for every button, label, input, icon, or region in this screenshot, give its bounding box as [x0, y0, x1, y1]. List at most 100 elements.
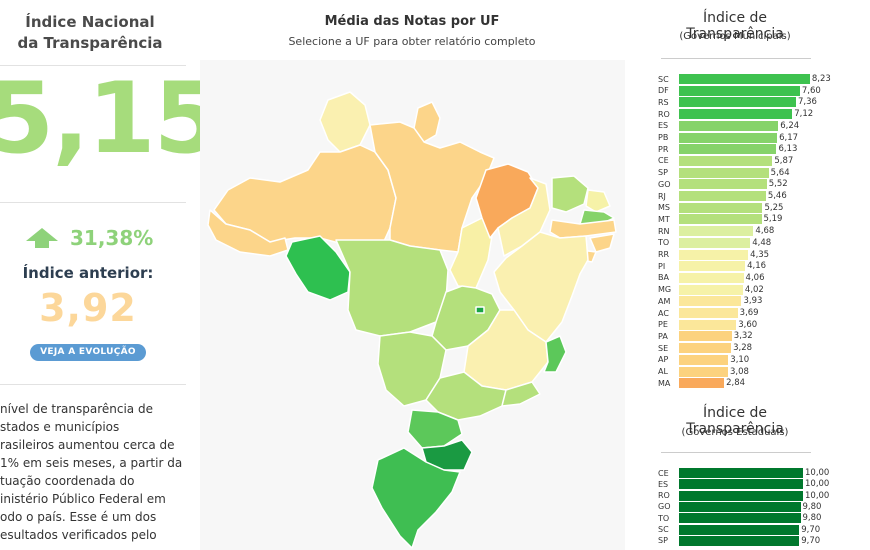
bar-row-ma[interactable]: MA 2,84 — [658, 378, 746, 389]
bar-label: DF — [658, 86, 669, 96]
bar-row-rr[interactable]: RR 4,35 — [658, 249, 769, 260]
bar[interactable] — [679, 468, 803, 478]
bar-label: SC — [658, 74, 669, 84]
bar-row-sc[interactable]: SC 9,70 — [658, 524, 820, 535]
bar[interactable] — [679, 490, 803, 501]
bar-row-to[interactable]: TO 9,80 — [658, 513, 821, 524]
bar[interactable] — [679, 132, 778, 143]
bar-row-sp[interactable]: SP 9,70 — [658, 535, 820, 546]
bar[interactable] — [679, 524, 800, 535]
bar-row-df[interactable]: DF 7,60 — [658, 85, 821, 96]
bar-row-rs[interactable]: RS 7,36 — [658, 97, 817, 108]
bar[interactable] — [679, 354, 729, 365]
state-pi[interactable] — [497, 177, 551, 257]
bar[interactable] — [679, 261, 746, 272]
bar-label: MG — [658, 285, 672, 295]
bar-row-ms[interactable]: MS 5,25 — [658, 202, 784, 213]
divider — [661, 452, 811, 453]
bar[interactable] — [679, 343, 732, 354]
bar-row-pr[interactable]: PR 6,13 — [658, 144, 797, 155]
bar-row-rn[interactable]: RN 4,68 — [658, 226, 774, 237]
bar[interactable] — [679, 501, 801, 512]
bar[interactable] — [679, 191, 766, 201]
bar[interactable] — [679, 85, 800, 96]
bar[interactable] — [679, 331, 732, 342]
national-index-title-line1: Índice Nacional — [25, 13, 155, 31]
bar-label: RO — [658, 491, 670, 501]
state-rr[interactable] — [319, 91, 371, 153]
state-sp[interactable] — [425, 371, 507, 421]
bar[interactable] — [679, 109, 793, 120]
bar-row-ac[interactable]: AC 3,69 — [658, 308, 759, 318]
bar-row-ap[interactable]: AP 3,10 — [658, 354, 749, 365]
bar-row-pa[interactable]: PA 3,32 — [658, 331, 753, 342]
state-al[interactable] — [589, 233, 615, 253]
bar[interactable] — [679, 284, 743, 295]
bar-row-es[interactable]: ES 10,00 — [658, 479, 830, 490]
bar-row-mg[interactable]: MG 4,02 — [658, 284, 764, 295]
bar-row-go[interactable]: GO 5,52 — [658, 179, 788, 190]
state-mt[interactable] — [335, 239, 449, 337]
bar[interactable] — [679, 513, 801, 524]
bar-value-label: 4,16 — [747, 261, 767, 272]
bar[interactable] — [679, 179, 767, 190]
bar[interactable] — [679, 226, 754, 237]
state-pr[interactable] — [407, 409, 463, 449]
state-rn[interactable] — [585, 189, 611, 213]
bar-row-es[interactable]: ES 6,24 — [658, 120, 799, 131]
bar-row-sp[interactable]: SP 5,64 — [658, 167, 790, 178]
previous-index-label: Índice anterior: — [22, 264, 154, 282]
bar-row-pe[interactable]: PE 3,60 — [658, 319, 757, 330]
bar[interactable] — [679, 202, 763, 213]
bar-row-pb[interactable]: PB 6,17 — [658, 132, 798, 143]
bar-row-ro[interactable]: RO 7,12 — [658, 109, 813, 120]
bar-value-label: 2,84 — [726, 378, 746, 389]
bar[interactable] — [679, 155, 773, 166]
bar-row-ba[interactable]: BA 4,06 — [658, 272, 764, 283]
bar[interactable] — [679, 535, 800, 546]
state-pa[interactable] — [369, 121, 495, 253]
bar[interactable] — [679, 272, 744, 283]
bar-row-pi[interactable]: PI 4,16 — [658, 261, 767, 272]
bar[interactable] — [679, 144, 777, 155]
bar-row-go[interactable]: GO 9,80 — [658, 501, 821, 512]
state-pe[interactable] — [549, 219, 617, 239]
bar[interactable] — [679, 249, 749, 260]
bar[interactable] — [679, 366, 728, 377]
bar[interactable] — [679, 167, 769, 178]
bar[interactable] — [679, 378, 725, 389]
bar[interactable] — [679, 97, 797, 108]
bar[interactable] — [679, 214, 762, 225]
bar-row-mt[interactable]: MT 5,19 — [658, 214, 782, 225]
bar-row-ro[interactable]: RO 10,00 — [658, 490, 829, 501]
bar[interactable] — [679, 296, 742, 307]
bar-value-label: 10,00 — [805, 468, 830, 478]
bar-row-to[interactable]: TO 4,48 — [658, 237, 771, 248]
bar[interactable] — [679, 74, 810, 84]
bar[interactable] — [679, 120, 779, 131]
state-es[interactable] — [543, 335, 567, 373]
state-df[interactable] — [475, 306, 485, 314]
state-rj[interactable] — [501, 381, 541, 407]
bar-value-label: 5,25 — [764, 202, 784, 213]
view-evolution-button[interactable]: VEJA A EVOLUÇÃO — [30, 344, 146, 361]
bar-value-label: 10,00 — [805, 479, 830, 490]
state-rs[interactable] — [371, 447, 461, 549]
bar-row-sc[interactable]: SC 8,23 — [658, 74, 831, 84]
bar-value-label: 3,69 — [739, 308, 759, 318]
bar-label: PI — [658, 261, 666, 271]
bar[interactable] — [679, 319, 737, 330]
bar[interactable] — [679, 308, 738, 318]
bar-row-ce[interactable]: CE 5,87 — [658, 155, 793, 166]
state-mg[interactable] — [463, 309, 549, 391]
bar-row-se[interactable]: SE 3,28 — [658, 343, 752, 354]
description-line: stados e municípios — [0, 420, 120, 434]
bar-row-rj[interactable]: RJ 5,46 — [658, 191, 787, 201]
bar[interactable] — [679, 237, 751, 248]
bar[interactable] — [679, 479, 803, 490]
bar-row-ce[interactable]: CE 10,00 — [658, 468, 829, 478]
state-ce[interactable] — [551, 175, 589, 213]
state-ro[interactable] — [285, 235, 351, 301]
bar-row-am[interactable]: AM 3,93 — [658, 296, 762, 307]
bar-row-al[interactable]: AL 3,08 — [658, 366, 749, 377]
